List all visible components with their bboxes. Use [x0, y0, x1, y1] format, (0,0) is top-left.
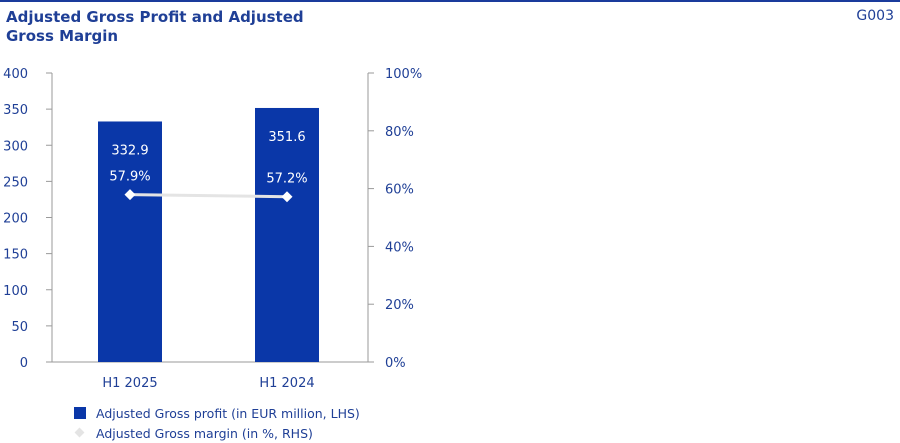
right-tick-label: 40% [385, 240, 414, 255]
margin-value-label: 57.2% [266, 172, 307, 187]
top-rule [0, 0, 900, 2]
left-tick-label: 100 [3, 284, 28, 299]
legend-item-gross-margin: Adjusted Gross margin (in %, RHS) [74, 423, 360, 443]
x-tick-label: H1 2025 [102, 376, 157, 391]
legend-diamond-swatch [74, 427, 86, 439]
margin-line [129, 193, 288, 199]
left-tick-label: 150 [3, 248, 28, 263]
left-tick-label: 300 [3, 139, 28, 154]
bar-value-label: 351.6 [268, 130, 305, 145]
right-tick-label: 100% [385, 67, 422, 82]
legend: Adjusted Gross profit (in EUR million, L… [74, 403, 360, 443]
x-tick-label: H1 2024 [259, 376, 314, 391]
chart-svg: 0 50 100 150 200 250 300 350 400 0% 20% 40% 60% 80% 10… [3, 67, 422, 391]
margin-point [124, 189, 136, 201]
legend-bar-swatch [74, 407, 86, 419]
legend-label-gross-profit: Adjusted Gross profit (in EUR million, L… [96, 405, 360, 421]
bar [98, 121, 162, 362]
figure-code: G003 [856, 8, 894, 24]
margin-point [281, 191, 293, 203]
left-tick-label: 0 [20, 356, 28, 371]
margin-value-label: 57.9% [109, 170, 150, 185]
legend-label-gross-margin: Adjusted Gross margin (in %, RHS) [96, 425, 313, 441]
left-tick-label: 200 [3, 212, 28, 227]
right-tick-label: 60% [385, 183, 414, 198]
right-tick-label: 0% [385, 356, 406, 371]
right-tick-label: 20% [385, 298, 414, 313]
bar [255, 107, 319, 363]
right-tick-label: 80% [385, 125, 414, 140]
chart-title: Adjusted Gross Profit and Adjusted Gross… [6, 8, 304, 45]
left-tick-label: 250 [3, 175, 28, 190]
left-tick-label: 50 [11, 320, 28, 335]
legend-item-gross-profit: Adjusted Gross profit (in EUR million, L… [74, 403, 360, 423]
bar-value-label: 332.9 [111, 143, 148, 158]
left-tick-label: 350 [3, 103, 28, 118]
left-tick-label: 400 [3, 67, 28, 82]
